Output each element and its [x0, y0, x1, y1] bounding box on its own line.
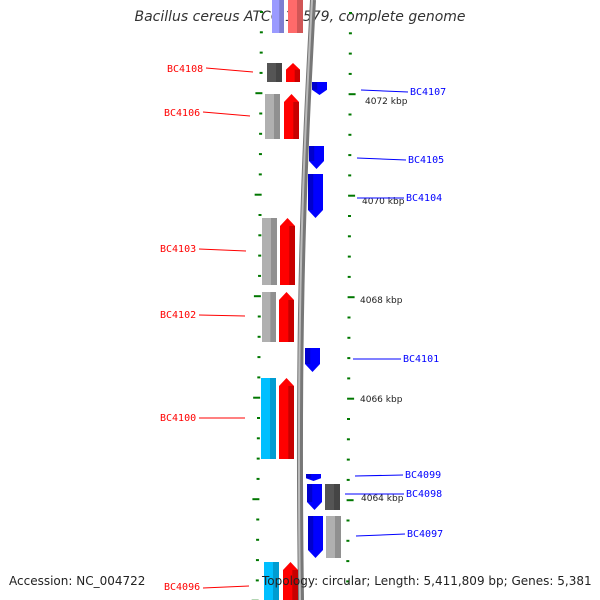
gene-label-text[interactable]: BC4102 [160, 310, 196, 321]
gene-arrow-BC4101 [305, 348, 320, 372]
gene-arrow-BC4103-shade [289, 226, 295, 285]
gene-label-BC4102[interactable]: BC4102 [160, 310, 246, 321]
homolog-block [265, 94, 280, 139]
gene-label-BC4105[interactable]: BC4105 [356, 155, 444, 166]
gene-label-text[interactable]: BC4099 [405, 470, 441, 481]
gene-arrow-BC4107 [312, 82, 327, 95]
homolog-block-shade [335, 516, 341, 558]
genome-backbone-highlight [297, 0, 313, 600]
gene-label-BC4104[interactable]: BC4104 [357, 193, 442, 204]
gene-arrow-BC4108-shade [294, 69, 300, 82]
homolog-block-shade [270, 292, 276, 342]
homolog-block-shade [274, 94, 280, 139]
gene-arrow-BC4104 [308, 174, 323, 218]
gene-arrow-BC4097-shade [308, 516, 314, 550]
gene-label-BC4107[interactable]: BC4107 [360, 87, 446, 98]
gene-arrow-BC4097 [308, 516, 323, 558]
gene-arrow-BC4102-shade [288, 300, 294, 342]
gene-arrow-BC4096-shade [292, 570, 298, 600]
gene-label-text[interactable]: BC4105 [408, 155, 444, 166]
homolog-block-shade [276, 63, 282, 82]
gene-arrow-BC4098-shade [307, 484, 313, 502]
homolog-block [326, 516, 341, 558]
gene-arrow-BC4104-shade [308, 174, 314, 210]
homolog-block [261, 378, 276, 459]
gene-arrow-BC4103 [280, 218, 295, 285]
gene-label-BC4097[interactable]: BC4097 [355, 529, 443, 540]
gene-label-text[interactable]: BC4104 [406, 193, 442, 204]
tick-marks-right [346, 12, 356, 583]
homolog-block-shade [271, 218, 277, 285]
ruler-label-4070: 4070 kbp [362, 197, 405, 207]
gene-arrow-BC4096 [283, 562, 298, 600]
gene-arrow-BC4100-shade [288, 386, 294, 459]
homolog-block [288, 0, 303, 33]
gene-label-text[interactable]: BC4108 [167, 64, 203, 75]
homolog-block [267, 63, 282, 82]
ruler-label-4066: 4066 kbp [360, 395, 403, 405]
homolog-block-shade [297, 0, 303, 33]
genes-layer [261, 0, 341, 600]
gene-label-BC4108[interactable]: BC4108 [167, 64, 254, 75]
gene-label-text[interactable]: BC4097 [407, 529, 443, 540]
gene-arrow-BC4107-shade [312, 82, 318, 90]
gene-arrow-BC4099-shade [306, 474, 312, 479]
gene-label-text[interactable]: BC4098 [406, 489, 442, 500]
gene-label-BC4106[interactable]: BC4106 [164, 108, 251, 119]
gene-arrow-BC4105 [309, 146, 324, 169]
homolog-block [262, 292, 276, 342]
gene-label-text[interactable]: BC4107 [410, 87, 446, 98]
gene-label-BC4103[interactable]: BC4103 [160, 244, 247, 255]
gene-label-text[interactable]: BC4100 [160, 413, 196, 424]
gene-arrow-BC4100 [279, 378, 294, 459]
gene-label-BC4101[interactable]: BC4101 [353, 354, 439, 365]
homolog-block [264, 562, 279, 600]
topology-summary: Topology: circular; Length: 5,411,809 bp… [262, 574, 592, 588]
homolog-block [272, 0, 284, 33]
accession-label: Accession: NC_004722 [9, 574, 146, 588]
homolog-block-shade [270, 378, 276, 459]
gene-label-text[interactable]: BC4103 [160, 244, 196, 255]
gene-label-text[interactable]: BC4096 [164, 582, 200, 593]
gene-arrow-BC4106 [284, 94, 299, 139]
homolog-block [325, 484, 340, 510]
homolog-block-shade [279, 0, 284, 33]
gene-label-BC4099[interactable]: BC4099 [354, 470, 441, 481]
tick-marks-left [251, 11, 263, 600]
gene-arrow-BC4105-shade [309, 146, 315, 161]
gene-arrow-BC4099 [306, 474, 321, 481]
ruler-label-4068: 4068 kbp [360, 296, 403, 306]
gene-label-text[interactable]: BC4106 [164, 108, 200, 119]
gene-arrow-BC4108 [286, 63, 300, 82]
gene-arrow-BC4098 [307, 484, 322, 510]
gene-label-text[interactable]: BC4101 [403, 354, 439, 365]
gene-arrow-BC4102 [279, 292, 294, 342]
gene-arrow-BC4101-shade [305, 348, 311, 364]
ruler-label-4072: 4072 kbp [365, 97, 408, 107]
homolog-block [262, 218, 277, 285]
gene-label-BC4098[interactable]: BC4098 [345, 489, 442, 500]
gene-label-BC4096[interactable]: BC4096 [164, 582, 250, 593]
ruler-label-4064: 4064 kbp [361, 494, 404, 504]
homolog-block-shade [334, 484, 340, 510]
homolog-block-shade [273, 562, 279, 600]
gene-label-BC4100[interactable]: BC4100 [160, 413, 245, 424]
gene-arrow-BC4106-shade [293, 102, 299, 139]
